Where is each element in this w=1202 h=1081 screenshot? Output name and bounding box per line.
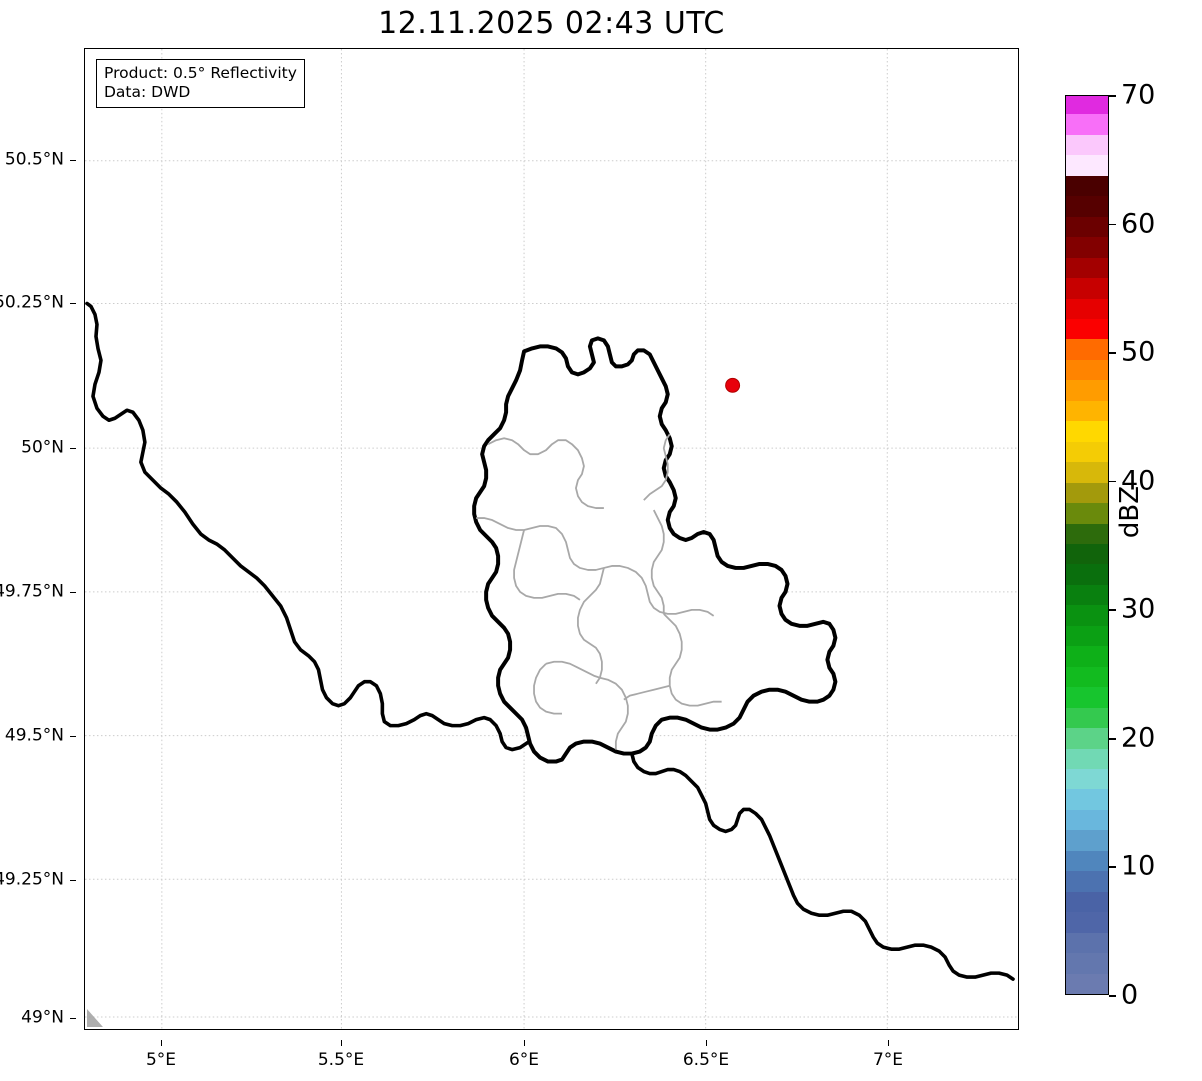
colorbar-tick-mark (1109, 737, 1116, 740)
colorbar-tick-mark (1109, 995, 1116, 997)
colorbar-band (1066, 216, 1108, 238)
colorbar-band (1066, 195, 1108, 217)
latitude-tick-mark (70, 1018, 76, 1020)
colorbar-tick-mark (1109, 352, 1116, 354)
colorbar-band (1066, 788, 1108, 810)
colorbar-band (1066, 236, 1108, 258)
colorbar-band (1066, 584, 1108, 606)
longitude-tick-label: 6°E (508, 1050, 540, 1070)
latitude-tick-mark (70, 303, 76, 305)
colorbar-band (1066, 625, 1108, 647)
colorbar-band (1066, 400, 1108, 422)
colorbar-band (1066, 932, 1108, 954)
colorbar-tick-label: 0 (1121, 979, 1139, 1011)
colorbar-band (1066, 318, 1108, 340)
map-plot-area[interactable]: Product: 0.5° Reflectivity Data: DWD (84, 48, 1019, 1030)
colorbar-band (1066, 727, 1108, 749)
colorbar-band (1066, 645, 1108, 667)
colorbar-tick-mark (1109, 95, 1116, 97)
colorbar-band (1066, 768, 1108, 790)
colorbar-band (1066, 604, 1108, 626)
colorbar-band (1066, 359, 1108, 381)
longitude-tick-mark (524, 1040, 526, 1046)
colorbar-band (1066, 379, 1108, 401)
colorbar-band (1066, 543, 1108, 565)
longitude-tick-mark (706, 1040, 708, 1046)
colorbar-band (1066, 522, 1108, 544)
colorbar-band (1066, 911, 1108, 933)
colorbar-tick-mark (1109, 223, 1116, 226)
longitude-tick-mark (341, 1040, 343, 1046)
info-data-line: Data: DWD (104, 83, 191, 101)
latitude-tick-label: 50.25°N (0, 292, 64, 313)
latitude-tick-mark (70, 736, 76, 738)
colorbar-band (1066, 461, 1108, 483)
colorbar-band (1066, 175, 1108, 197)
longitude-tick-label: 7°E (872, 1050, 904, 1070)
colorbar-axis-label-text: dBZ (1115, 485, 1145, 539)
colorbar-band (1066, 338, 1108, 360)
colorbar-tick-label: 20 (1121, 722, 1156, 754)
latitude-tick-label: 49°N (21, 1007, 64, 1028)
colorbar-band (1066, 686, 1108, 708)
colorbar-band (1066, 809, 1108, 831)
longitude-tick-label: 6.5°E (682, 1050, 730, 1070)
colorbar-band (1066, 134, 1108, 156)
colorbar-tick-mark (1109, 480, 1116, 483)
colorbar (1065, 95, 1109, 995)
colorbar-band (1066, 850, 1108, 872)
latitude-tick-mark (70, 880, 76, 882)
page-title: 12.11.2025 02:43 UTC (378, 6, 725, 41)
colorbar-band (1066, 666, 1108, 688)
latitude-tick-label: 50.5°N (4, 149, 64, 170)
latitude-tick-label: 49.5°N (4, 725, 64, 746)
latitude-tick-mark (70, 592, 76, 594)
colorbar-band (1066, 297, 1108, 319)
colorbar-axis-label: dBZ (1115, 486, 1192, 600)
latitude-tick-label: 49.25°N (0, 869, 64, 890)
colorbar-tick-label: 30 (1121, 593, 1156, 625)
latitude-tick-mark (70, 160, 76, 162)
colorbar-band (1066, 441, 1108, 463)
colorbar-band (1066, 277, 1108, 299)
longitude-tick-label: 5°E (145, 1050, 177, 1070)
colorbar-band (1066, 420, 1108, 442)
colorbar-band (1066, 952, 1108, 974)
colorbar-band (1066, 870, 1108, 892)
info-box: Product: 0.5° Reflectivity Data: DWD (96, 59, 305, 108)
colorbar-band (1066, 113, 1108, 135)
longitude-tick-label: 5.5°E (317, 1050, 365, 1070)
colorbar-band (1066, 891, 1108, 913)
latitude-tick-label: 50°N (21, 437, 64, 458)
colorbar-band (1066, 96, 1108, 115)
colorbar-band (1066, 502, 1108, 524)
canton-boundaries (476, 433, 722, 750)
longitude-tick-mark (161, 1040, 163, 1046)
latitude-axis: 50.5°N 50.25°N 50°N 49.75°N 49.5°N 49.25°N 49°… (0, 48, 76, 1030)
map-canvas (85, 49, 1018, 1029)
colorbar-tick-label: 10 (1121, 850, 1156, 882)
colorbar-band (1066, 829, 1108, 851)
colorbar-band (1066, 257, 1108, 279)
colorbar-tick-label: 70 (1121, 79, 1156, 111)
latitude-tick-label: 49.75°N (0, 581, 64, 602)
colorbar-band (1066, 482, 1108, 504)
radar-site-marker[interactable] (725, 377, 741, 393)
info-product-line: Product: 0.5° Reflectivity (104, 64, 297, 82)
colorbar-band (1066, 154, 1108, 176)
colorbar-band (1066, 747, 1108, 769)
clipped-coastline-artifact (86, 1009, 103, 1028)
colorbar-tick-mark (1109, 866, 1116, 869)
colorbar-band (1066, 707, 1108, 729)
longitude-tick-mark (888, 1040, 890, 1046)
colorbar-tick-label: 50 (1121, 336, 1156, 368)
colorbar-band (1066, 972, 1108, 994)
colorbar-tick-label: 60 (1121, 208, 1156, 240)
colorbar-band (1066, 563, 1108, 585)
longitude-axis: 5°E 5.5°E 6°E 6.5°E 7°E (84, 1040, 1019, 1069)
colorbar-tick-mark (1109, 609, 1116, 612)
latitude-tick-mark (70, 448, 76, 450)
luxembourg-border (472, 336, 838, 764)
